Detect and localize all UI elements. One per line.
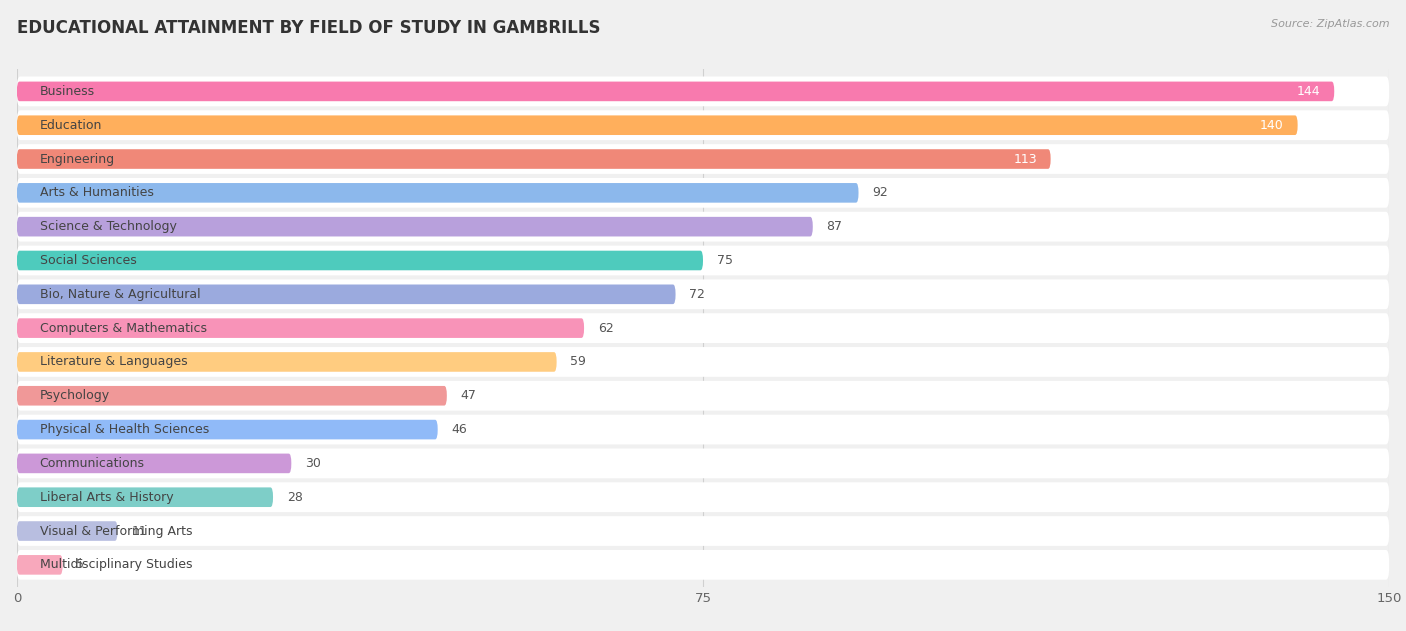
Text: 87: 87 <box>827 220 842 233</box>
FancyBboxPatch shape <box>17 347 1389 377</box>
Text: 28: 28 <box>287 491 302 504</box>
FancyBboxPatch shape <box>17 420 437 439</box>
Text: Psychology: Psychology <box>39 389 110 402</box>
Text: Liberal Arts & History: Liberal Arts & History <box>39 491 173 504</box>
Text: Multidisciplinary Studies: Multidisciplinary Studies <box>39 558 193 571</box>
Text: 11: 11 <box>131 524 148 538</box>
FancyBboxPatch shape <box>17 212 1389 242</box>
Text: 113: 113 <box>1014 153 1036 165</box>
Text: Source: ZipAtlas.com: Source: ZipAtlas.com <box>1271 19 1389 29</box>
Text: 144: 144 <box>1296 85 1320 98</box>
Text: Social Sciences: Social Sciences <box>39 254 136 267</box>
Text: 30: 30 <box>305 457 321 470</box>
Text: Business: Business <box>39 85 94 98</box>
FancyBboxPatch shape <box>17 280 1389 309</box>
FancyBboxPatch shape <box>17 144 1389 174</box>
Text: 140: 140 <box>1260 119 1284 132</box>
Text: Bio, Nature & Agricultural: Bio, Nature & Agricultural <box>39 288 201 301</box>
Text: Education: Education <box>39 119 103 132</box>
FancyBboxPatch shape <box>17 550 1389 580</box>
FancyBboxPatch shape <box>17 110 1389 140</box>
FancyBboxPatch shape <box>17 386 447 406</box>
Text: Arts & Humanities: Arts & Humanities <box>39 186 153 199</box>
FancyBboxPatch shape <box>17 217 813 237</box>
FancyBboxPatch shape <box>17 76 1389 106</box>
FancyBboxPatch shape <box>17 285 675 304</box>
Text: EDUCATIONAL ATTAINMENT BY FIELD OF STUDY IN GAMBRILLS: EDUCATIONAL ATTAINMENT BY FIELD OF STUDY… <box>17 19 600 37</box>
FancyBboxPatch shape <box>17 318 583 338</box>
Text: Computers & Mathematics: Computers & Mathematics <box>39 322 207 334</box>
FancyBboxPatch shape <box>17 115 1298 135</box>
FancyBboxPatch shape <box>17 454 291 473</box>
Text: Visual & Performing Arts: Visual & Performing Arts <box>39 524 193 538</box>
Text: 47: 47 <box>461 389 477 402</box>
Text: 72: 72 <box>689 288 706 301</box>
Text: Science & Technology: Science & Technology <box>39 220 177 233</box>
Text: 62: 62 <box>598 322 613 334</box>
FancyBboxPatch shape <box>17 183 859 203</box>
FancyBboxPatch shape <box>17 482 1389 512</box>
FancyBboxPatch shape <box>17 381 1389 411</box>
FancyBboxPatch shape <box>17 555 63 575</box>
FancyBboxPatch shape <box>17 178 1389 208</box>
FancyBboxPatch shape <box>17 516 1389 546</box>
Text: 59: 59 <box>571 355 586 369</box>
FancyBboxPatch shape <box>17 487 273 507</box>
Text: Literature & Languages: Literature & Languages <box>39 355 187 369</box>
Text: 92: 92 <box>872 186 889 199</box>
FancyBboxPatch shape <box>17 352 557 372</box>
FancyBboxPatch shape <box>17 313 1389 343</box>
FancyBboxPatch shape <box>17 149 1050 169</box>
Text: 5: 5 <box>76 558 84 571</box>
Text: Engineering: Engineering <box>39 153 115 165</box>
Text: 46: 46 <box>451 423 467 436</box>
FancyBboxPatch shape <box>17 81 1334 101</box>
FancyBboxPatch shape <box>17 449 1389 478</box>
Text: Physical & Health Sciences: Physical & Health Sciences <box>39 423 209 436</box>
FancyBboxPatch shape <box>17 415 1389 444</box>
FancyBboxPatch shape <box>17 521 118 541</box>
FancyBboxPatch shape <box>17 251 703 270</box>
Text: 75: 75 <box>717 254 733 267</box>
FancyBboxPatch shape <box>17 245 1389 275</box>
Text: Communications: Communications <box>39 457 145 470</box>
